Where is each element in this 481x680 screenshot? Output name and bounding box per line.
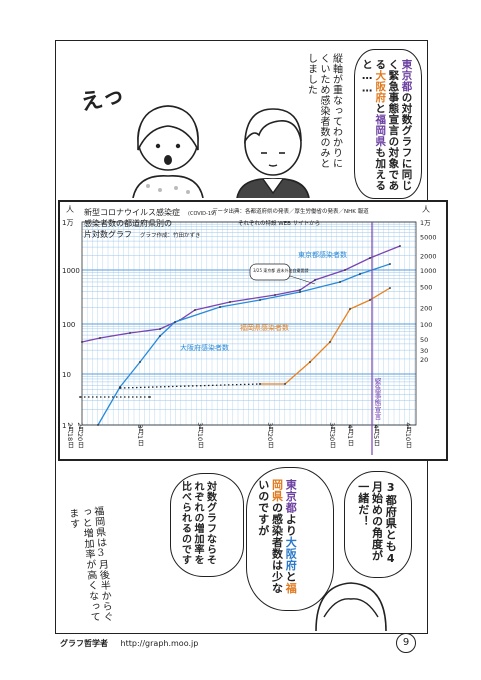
series-tokyo-line-point (274, 294, 276, 296)
y-tick-right: 20 (420, 356, 428, 364)
speech-bubble-right-bottom (344, 471, 412, 578)
x-tick-label: 2月20日 (76, 422, 84, 449)
bubble-left-text: 対数グラフならそれぞれの増加率を比べられるのです (179, 481, 216, 565)
series-osaka-early-dotted (119, 383, 261, 389)
y-unit-right: 人 (422, 205, 430, 214)
fukuoka-note-text: 福岡県は3月後半からぐっと増加率が高くなってます (66, 505, 113, 623)
series-tokyo-line-point (194, 309, 196, 311)
top-panel: えっ 縦軸が重なってわかりにくいため感染者数のみとしました 東京都の対数グラフに… (58, 43, 423, 199)
y-tick-right: 200 (420, 305, 432, 313)
chart-source-2: それぞれの特設 WEB サイトから (238, 219, 320, 227)
series-tokyo-line-point (369, 257, 371, 259)
chart-author: グラフ作成：竹田かずき (140, 231, 201, 239)
series-osaka-early-dotted-point (119, 387, 121, 389)
chart-title-2: 感染者数の都道府県別の (84, 218, 172, 228)
speech-right-text: 東京都の対数グラフに同じく緊急事態宣言の対象である大阪府と福岡県も加えると…… (361, 59, 413, 191)
series-fukuoka-line-point (284, 383, 286, 385)
axis-note-text: 縦軸が重なってわかりにくいため感染者数のみとしました (305, 53, 342, 169)
bottom-panel: 3都府県とも4月始めの角度が一緒だ！ 東京都より大阪府と福岡県の感染者数は少ない… (58, 459, 423, 631)
x-tick-label: 2月18日 (66, 422, 74, 449)
y-tick-right: 100 (420, 321, 432, 329)
series-tokyo-line-point (159, 328, 161, 330)
y-unit-left: 人 (66, 205, 74, 214)
series-fukuoka-line-point (369, 299, 371, 301)
series-fukuoka-line-point (259, 383, 261, 385)
series-osaka-label: 大阪府感染者数 (180, 343, 229, 352)
bubble-right-text: 3都府県とも4月始めの角度が一緒だ！ (356, 481, 398, 566)
series-tokyo-line-point (99, 337, 101, 339)
page-number: 9 (396, 633, 416, 653)
y-tick-right: 30 (420, 347, 428, 355)
series-osaka-line-point (299, 291, 301, 293)
emergency-label: 緊急事態宣言 (374, 378, 382, 421)
chart-covid-label: (COVID-19) (188, 211, 216, 217)
series-fukuoka-label: 福岡県感染者数 (240, 323, 289, 332)
y-tick-left: 10 (62, 371, 71, 379)
series-osaka-line-point (174, 321, 176, 323)
series-osaka-line-point (259, 299, 261, 301)
y-tick-right: 1000 (420, 267, 437, 275)
series-fukuoka-line-point (309, 361, 311, 363)
y-tick-left: 100 (62, 321, 75, 329)
x-tick-label: 4月5日 (372, 424, 380, 446)
series-osaka-line-point (97, 424, 99, 426)
series-osaka-line-point (359, 273, 361, 275)
footer: グラフ哲学者 http://graph.moo.jp (60, 638, 198, 649)
chart-source-1: データ出典：各都道府県の発表／厚生労働省の発表／NHK 報道 (212, 207, 369, 215)
series-osaka-line-point (159, 335, 161, 337)
plot-area (81, 221, 417, 426)
series-tokyo-line-point (314, 279, 316, 281)
annotation-text: 3/25 東京都 週末外出自粛要請 (253, 267, 309, 273)
series-tokyo-line-point (299, 289, 301, 291)
annotation-pointer (289, 275, 316, 285)
y-tick-left: 1 (62, 422, 66, 430)
y-tick-left: 1万 (62, 219, 73, 227)
series-fukuoka-dotted-point (149, 396, 151, 398)
chart-panel: 新型コロナウイルス感染症 (COVID-19) 感染者数の都道府県別の 片対数グラフグ… (58, 200, 448, 461)
series-osaka-line-point (219, 306, 221, 308)
series-fukuoka-line-point (349, 308, 351, 310)
footer-brand: グラフ哲学者 (60, 639, 108, 648)
y-tick-right: 50 (420, 336, 428, 344)
footer-url[interactable]: http://graph.moo.jp (120, 639, 199, 648)
x-tick-label: 3月10日 (196, 422, 204, 449)
series-osaka-line-point (139, 361, 141, 363)
annotation-box (249, 263, 291, 281)
series-tokyo-line-point (229, 301, 231, 303)
series-fukuoka-line-point (389, 287, 391, 289)
series-osaka-line-point (339, 281, 341, 283)
speech-bubble-right (354, 49, 422, 199)
x-tick-label: 3月1日 (136, 424, 144, 446)
series-fukuoka-line-point (329, 341, 331, 343)
x-tick-label: 4月10日 (404, 422, 412, 449)
x-tick-label: 4月1日 (346, 424, 354, 446)
x-tick-label: 3月30日 (328, 422, 336, 449)
y-tick-right: 2000 (420, 253, 437, 261)
y-tick-right: 500 (420, 283, 432, 291)
series-fukuoka-dotted-point (79, 396, 81, 398)
bubble-middle-text: 東京都より大阪府と福岡県の感染者数は少ないのですが (256, 479, 298, 594)
woman-bottom-illustration (315, 582, 387, 631)
series-tokyo-line-point (129, 332, 131, 334)
series-tokyo-line-point (81, 341, 83, 343)
series-osaka-line-point (389, 263, 391, 265)
woman-left-illustration (132, 105, 204, 198)
series-tokyo-label: 東京都感染者数 (298, 250, 347, 259)
y-tick-right: 1万 (420, 219, 431, 227)
log-chart: 新型コロナウイルス感染症 (COVID-19) 感染者数の都道府県別の片対数グラフグ… (62, 205, 437, 455)
chart-title-3: 片対数グラフ (84, 229, 132, 239)
speech-bubble-left (170, 473, 244, 577)
series-tokyo-line-point (344, 269, 346, 271)
woman-right-illustration (236, 108, 310, 198)
chart-title-1: 新型コロナウイルス感染症 (84, 207, 180, 217)
x-tick-label: 3月20日 (266, 422, 274, 449)
series-tokyo-line-point (399, 245, 401, 247)
y-tick-right: 5000 (420, 233, 437, 241)
speech-bubble-middle (246, 467, 334, 611)
y-tick-left: 1000 (62, 267, 80, 275)
